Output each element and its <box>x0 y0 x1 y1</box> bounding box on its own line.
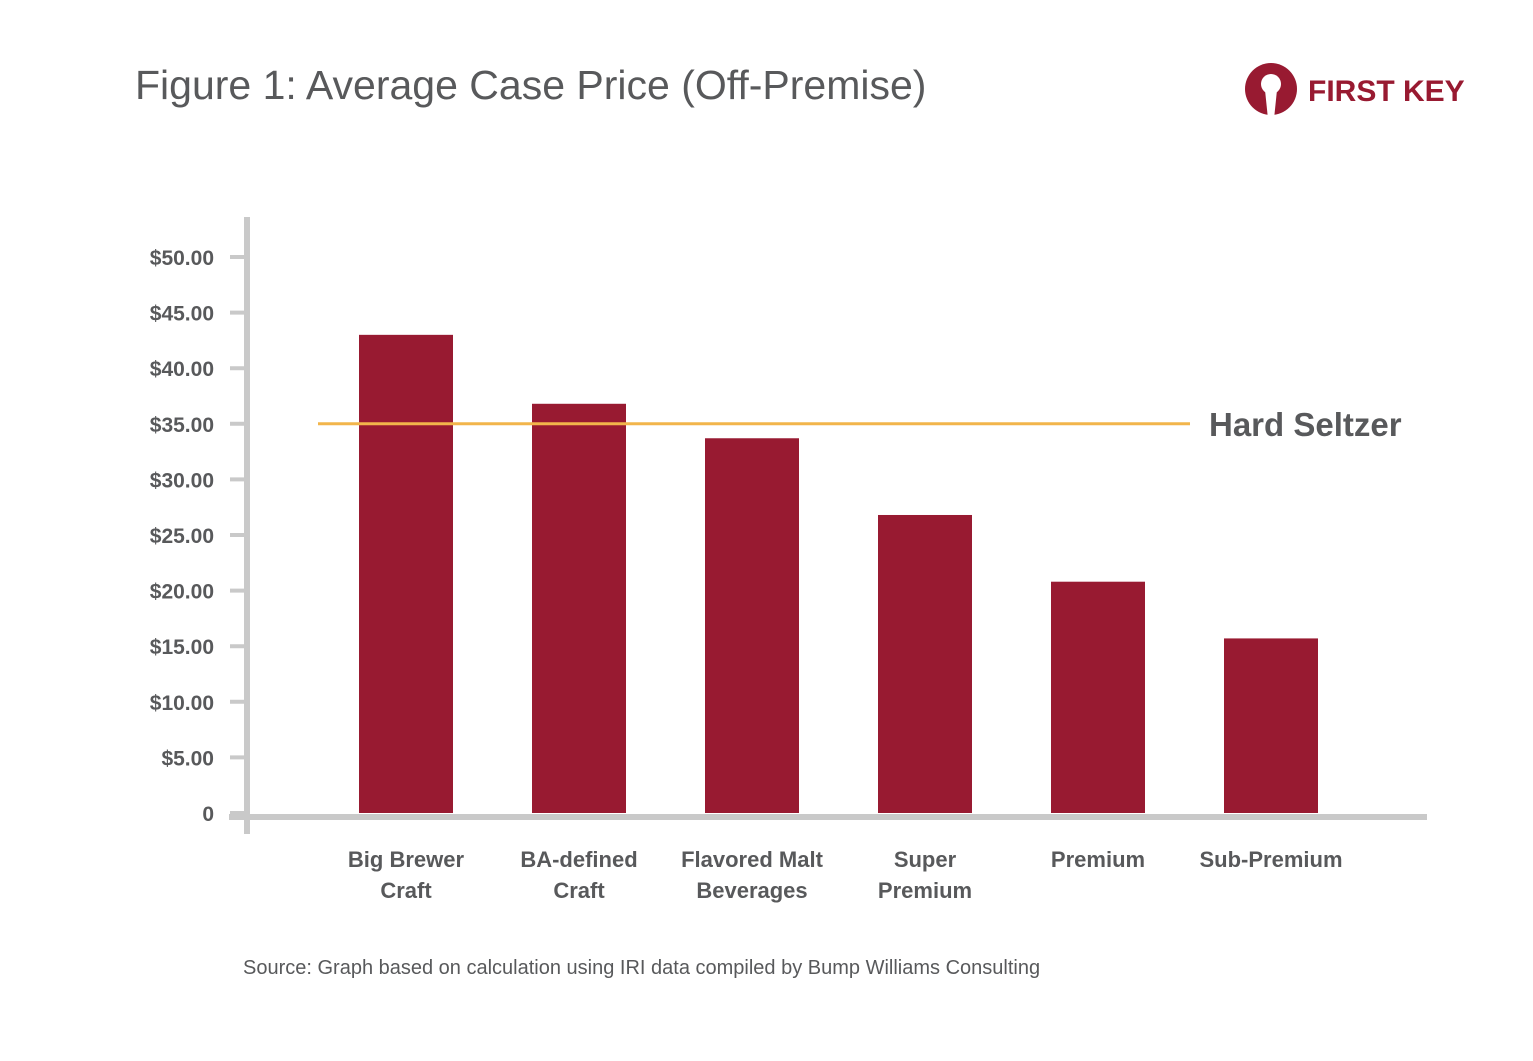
y-tick-label: $20.00 <box>150 581 214 604</box>
y-tick-label: $35.00 <box>150 414 214 437</box>
y-tick-label: $15.00 <box>150 636 214 659</box>
bar <box>359 334 453 813</box>
y-tick-label: $50.00 <box>150 247 214 270</box>
category-label: Sub-Premium <box>1199 847 1342 872</box>
category-label: Flavored Malt Beverages <box>681 847 823 903</box>
bar <box>1051 581 1145 813</box>
category-label: Big Brewer Craft <box>348 847 465 903</box>
y-tick-label: $45.00 <box>150 303 214 326</box>
chart-title: Figure 1: Average Case Price (Off-Premis… <box>135 62 927 108</box>
y-tick-label: $30.00 <box>150 469 214 492</box>
y-tick-label: $10.00 <box>150 692 214 715</box>
category-label: Super Premium <box>878 847 972 903</box>
y-tick-label: $40.00 <box>150 358 214 381</box>
bar <box>532 403 626 813</box>
logo-text: FIRST KEY <box>1308 75 1465 108</box>
keyhole-logo-icon <box>1245 63 1297 119</box>
bar <box>878 514 972 813</box>
hard-seltzer-label: Hard Seltzer <box>1209 406 1402 443</box>
category-label: BA-defined Craft <box>520 847 637 903</box>
y-axis: 0 $5.00 $10.00 $15.00 $20.00 $25.00 $30.00 $35.… <box>150 217 250 834</box>
bar <box>1224 638 1318 813</box>
y-tick-label: $5.00 <box>161 747 214 770</box>
reference-line-group: Hard Seltzer <box>318 406 1402 443</box>
category-label: Premium <box>1051 847 1145 872</box>
bar <box>705 438 799 813</box>
bars <box>359 334 1318 813</box>
y-tick-label: 0 <box>202 803 214 826</box>
source-note: Source: Graph based on calculation using… <box>243 957 1041 979</box>
y-tick-label: $25.00 <box>150 525 214 548</box>
category-labels: Big Brewer Craft BA-defined Craft Flavored M… <box>348 847 1343 903</box>
first-key-logo: FIRST KEY <box>1244 63 1494 123</box>
